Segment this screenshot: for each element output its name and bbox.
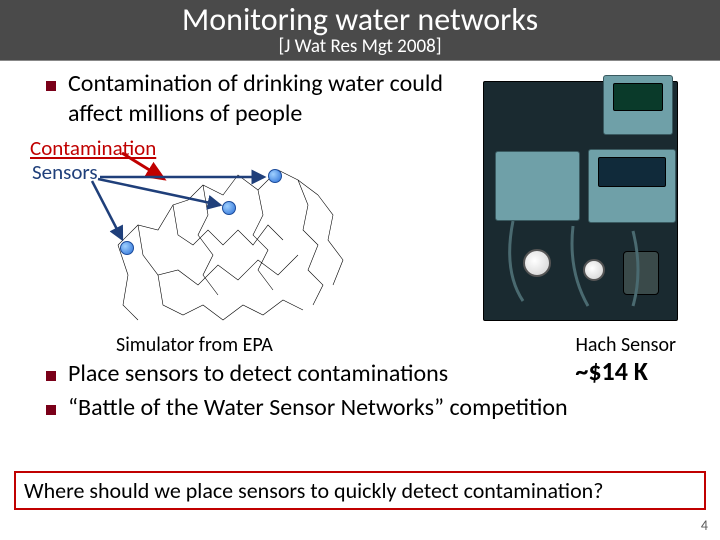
price-label: ~$14 K: [575, 355, 648, 387]
content-area: Contamination of drinking water could af…: [0, 61, 720, 423]
question-box: Where should we place sensors to quickly…: [14, 471, 706, 510]
bullet-marker-icon: [46, 371, 56, 381]
bullet-text: Contamination of drinking water could af…: [68, 69, 468, 129]
figure-area: Contamination Sensors: [18, 133, 706, 353]
bullet-text: “Battle of the Water Sensor Networks” co…: [68, 393, 568, 423]
hach-caption: Hach Sensor: [575, 333, 676, 357]
bullet-item: “Battle of the Water Sensor Networks” co…: [46, 393, 706, 423]
slide-title: Monitoring water networks: [0, 2, 720, 37]
bullet-marker-icon: [46, 81, 56, 91]
slide-subtitle: [J Wat Res Mgt 2008]: [0, 37, 720, 60]
page-number: 4: [701, 517, 708, 534]
tubing-icon: [473, 71, 688, 331]
bullet-marker-icon: [46, 405, 56, 415]
bullet-text: Place sensors to detect contaminations: [68, 359, 448, 389]
simulator-caption: Simulator from EPA: [116, 333, 273, 357]
title-bar: Monitoring water networks [J Wat Res Mgt…: [0, 0, 720, 61]
sensor-arrows-icon: [78, 175, 298, 265]
hach-sensor-image: [473, 71, 688, 331]
